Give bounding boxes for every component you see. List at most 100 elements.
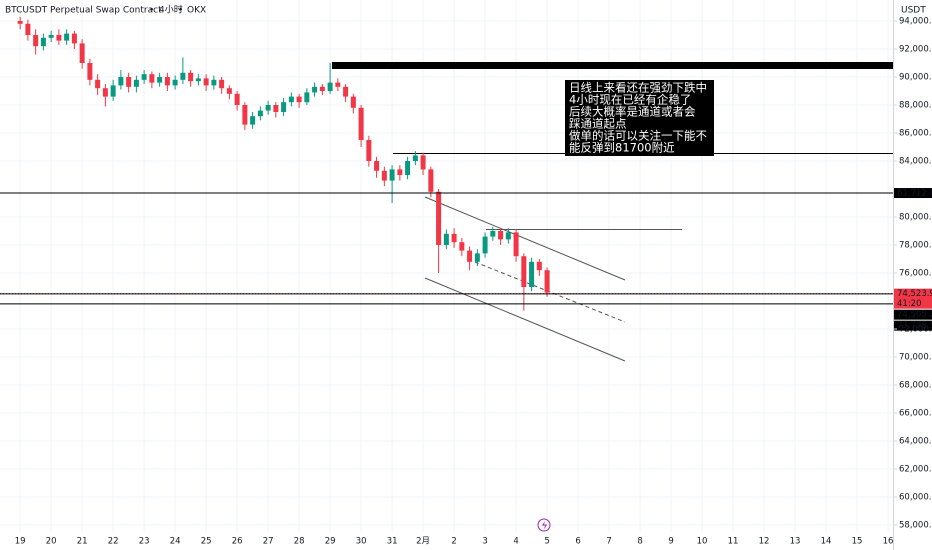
candle-body (25, 23, 31, 35)
candle-body (397, 169, 403, 175)
candle-body (412, 155, 418, 161)
candle-body (521, 256, 527, 287)
candle-body (335, 82, 341, 87)
candle-body (164, 77, 170, 86)
x-tick-label: 29 (325, 537, 336, 547)
price-label-box (894, 309, 932, 320)
price-label-box (894, 288, 932, 309)
y-tick-label: 80,000.0 (899, 213, 932, 223)
events-icon-glyph (542, 521, 547, 530)
events-icon[interactable] (537, 518, 551, 532)
y-tick-label: 78,000.0 (899, 241, 932, 251)
y-tick-label: 86,000.0 (899, 129, 932, 139)
candle-body (482, 236, 488, 254)
separator: • (149, 6, 154, 16)
candle-body (141, 74, 147, 80)
y-tick-label: 58,000.0 (899, 521, 932, 531)
candle-body (281, 102, 287, 112)
resistance-band (332, 62, 893, 69)
candle-body (389, 169, 395, 181)
candle-body (149, 74, 155, 83)
candle-body (257, 110, 263, 117)
x-tick-label: 4 (513, 537, 518, 547)
candle-body (219, 79, 225, 89)
x-tick-label: 23 (139, 537, 150, 547)
y-tick-label: 72,000.0 (899, 325, 932, 335)
candle-body (319, 86, 325, 91)
candle-body (265, 105, 271, 111)
candle-body (48, 35, 54, 38)
candle-body (95, 79, 101, 89)
x-tick-label: 16 (883, 537, 894, 547)
x-tick-label: 13 (790, 537, 801, 547)
y-tick-label: 84,000.0 (899, 157, 932, 167)
candle-body (498, 231, 504, 240)
candle-body (529, 261, 535, 287)
y-tick-label: 92,000.0 (899, 45, 932, 55)
candle-body (226, 88, 232, 94)
candle-body (443, 233, 449, 245)
price-label: 74,523.9 (897, 289, 932, 299)
x-tick-label: 26 (232, 537, 243, 547)
candle-body (381, 170, 387, 181)
x-tick-label: 24 (170, 537, 181, 547)
annotation-line: 日线上来看还在强劲下跌中 (569, 81, 707, 95)
candle-body (195, 78, 201, 82)
candle-body (467, 250, 473, 262)
candle-body (203, 78, 209, 86)
candle-body (358, 107, 364, 140)
y-tick-label: 64,000.0 (899, 437, 932, 447)
y-tick-label: 60,000.0 (899, 493, 932, 503)
candle-body (273, 105, 279, 112)
price-label: 74,505.2 (897, 310, 932, 320)
candle-body (405, 161, 411, 175)
candle-body (451, 233, 457, 243)
candle-body (234, 93, 240, 105)
x-tick-label: 11 (728, 537, 739, 547)
candle-body (242, 105, 248, 125)
x-tick-label: 6 (575, 537, 580, 547)
channel-upper (424, 196, 626, 281)
x-tick-label: 10 (697, 537, 708, 547)
x-tick-label: 12 (759, 537, 770, 547)
candle-body (505, 232, 511, 240)
candle-body (350, 96, 356, 108)
candle-body (64, 33, 70, 41)
x-tick-label: 28 (294, 537, 305, 547)
candle-body (56, 35, 62, 41)
candle-body (459, 242, 465, 251)
candle-body (288, 96, 294, 103)
candle-body (180, 72, 186, 80)
candle-body (71, 33, 77, 44)
x-tick-label: 20 (46, 537, 57, 547)
candle-body (133, 79, 139, 87)
candle-body (436, 191, 442, 245)
symbol: BTCUSDT Perpetual Swap Contract (5, 6, 162, 16)
candle-body (296, 96, 302, 103)
x-tick-label: 2月 (416, 537, 430, 547)
annotation-line: 做单的话可以关注一下能不 (569, 129, 707, 143)
y-tick-label: 62,000.0 (899, 465, 932, 475)
countdown: 41:20 (897, 299, 922, 309)
annotation-line: 踩通道起点 (569, 117, 627, 131)
candle-body (110, 85, 116, 97)
candle-body (304, 92, 310, 103)
candle-body (87, 63, 93, 80)
x-tick-label: 14 (821, 537, 832, 547)
y-tick-label: 88,000.0 (899, 101, 932, 111)
x-tick-label: 22 (108, 537, 119, 547)
candle-body (188, 72, 194, 82)
x-tick-label: 2 (451, 537, 456, 547)
candles (17, 16, 550, 311)
candle-body (312, 86, 318, 93)
x-tick-label: 7 (606, 537, 611, 547)
grid (0, 0, 893, 532)
exchange: OKX (187, 6, 206, 16)
x-tick-label: 9 (668, 537, 673, 547)
candle-body (513, 232, 519, 257)
price-label: 81,712.0 (897, 189, 932, 199)
y-tick-label: 68,000.0 (899, 381, 932, 391)
y-tick-label: 90,000.0 (899, 73, 932, 83)
